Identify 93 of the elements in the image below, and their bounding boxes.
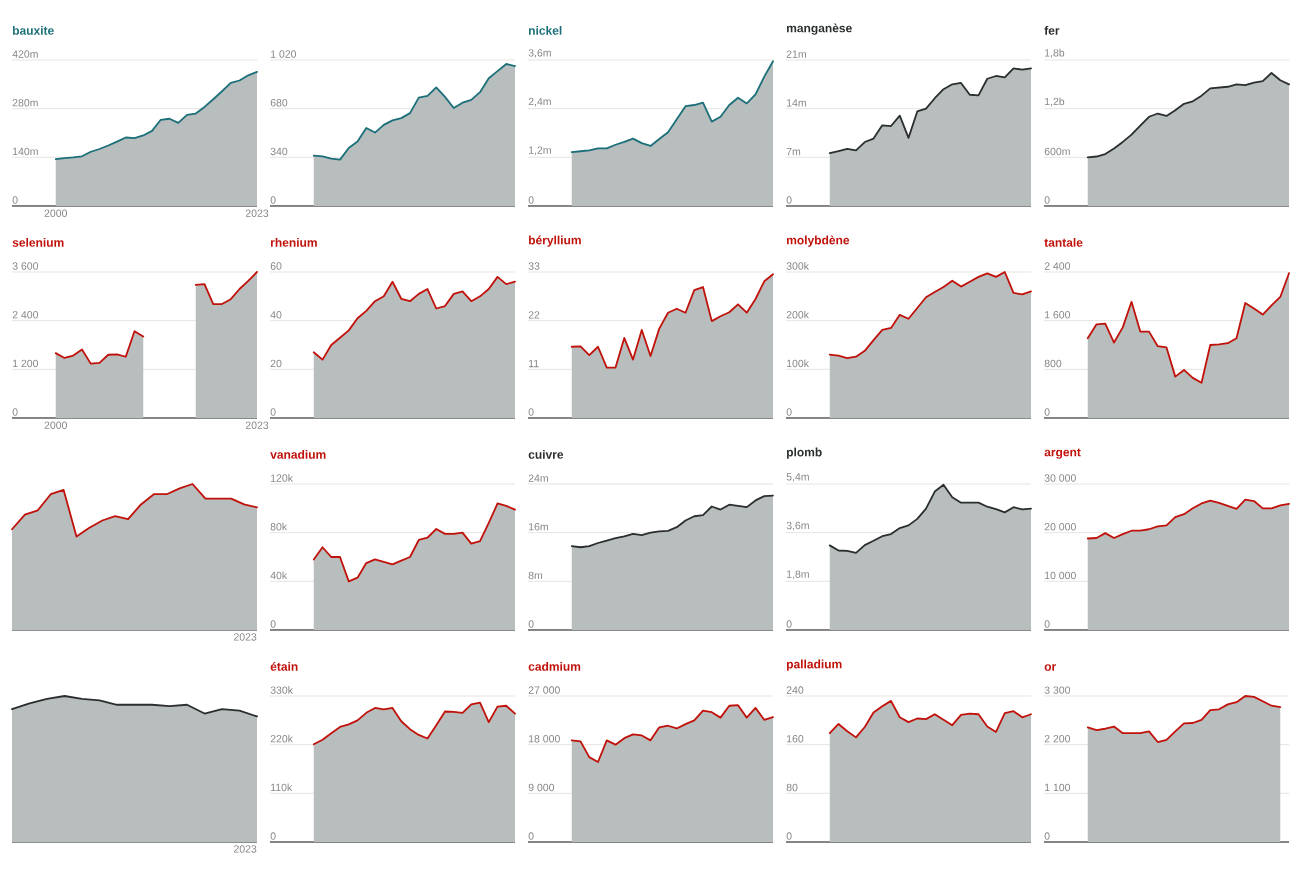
chart-title: plomb bbox=[786, 447, 822, 459]
chart-title: cadmium bbox=[528, 661, 581, 671]
y-tick-label: 20 bbox=[270, 359, 282, 368]
chart-title: cuivre bbox=[528, 449, 564, 459]
y-tick-label: 30 000 bbox=[1044, 474, 1076, 482]
y-tick-label: 0 bbox=[786, 832, 792, 840]
y-tick-label: 220k bbox=[270, 734, 293, 743]
y-tick-label: 3 300 bbox=[1044, 686, 1071, 694]
y-tick-label: 22 bbox=[528, 311, 540, 319]
y-tick-label: 3,6m bbox=[786, 521, 809, 531]
chart-title: tantale bbox=[1044, 237, 1083, 247]
y-tick-label: 340 bbox=[270, 147, 288, 156]
y-tick-label: 300k bbox=[786, 262, 809, 270]
y-tick-label: 2 200 bbox=[1044, 735, 1071, 743]
y-tick-label: 1 100 bbox=[1045, 783, 1071, 792]
y-tick-label: 0 bbox=[1044, 408, 1050, 416]
chart-title: manganèse bbox=[786, 23, 852, 35]
chart-title: palladium bbox=[786, 659, 842, 671]
y-tick-label: 60 bbox=[270, 262, 282, 270]
chart-title: argent bbox=[1044, 448, 1081, 459]
y-tick-label: 80 bbox=[786, 783, 798, 792]
y-tick-label: 1,2b bbox=[1045, 97, 1065, 107]
y-tick-label: 0 bbox=[270, 620, 276, 628]
y-tick-label: 5,4m bbox=[786, 473, 809, 482]
y-tick-label: 2 400 bbox=[1044, 262, 1071, 270]
y-tick-label: 0 bbox=[786, 408, 792, 416]
y-tick-label: 100k bbox=[787, 359, 809, 368]
text: 2023 bbox=[233, 633, 257, 641]
text: 2023 bbox=[233, 845, 257, 853]
y-tick-label: 10 000 bbox=[1045, 571, 1076, 580]
y-tick-label: 80k bbox=[270, 522, 288, 531]
chart-title: rhenium bbox=[270, 237, 317, 247]
y-tick-label: 0 bbox=[528, 196, 534, 204]
y-tick-label: 1 600 bbox=[1045, 311, 1071, 319]
y-tick-label: 600m bbox=[1044, 147, 1070, 156]
y-tick-label: 120k bbox=[271, 474, 293, 482]
y-tick-label: 0 bbox=[528, 408, 534, 416]
y-tick-label: 1,2m bbox=[529, 146, 551, 156]
chart-title: selenium bbox=[12, 237, 64, 247]
y-tick-label: 0 bbox=[270, 832, 276, 840]
x-tick-label: 2000 bbox=[44, 209, 68, 217]
y-tick-label: 1,8m bbox=[787, 570, 809, 580]
y-tick-label: 14m bbox=[787, 99, 806, 107]
chart-title: béryllium bbox=[528, 235, 581, 247]
y-tick-label: 0 bbox=[270, 408, 276, 416]
chart-title: étain bbox=[270, 661, 298, 671]
y-tick-label: 330k bbox=[270, 686, 293, 694]
y-tick-label: 11 bbox=[529, 359, 539, 368]
y-tick-label: 7m bbox=[786, 147, 801, 156]
y-tick-label: 20 000 bbox=[1044, 523, 1076, 531]
y-tick-label: 0 bbox=[270, 196, 276, 204]
x-tick-label: 2000 bbox=[44, 421, 68, 429]
chart-title: nickel bbox=[528, 25, 562, 35]
y-tick-label: 18 000 bbox=[529, 735, 560, 743]
y-tick-label: 420m bbox=[12, 50, 38, 58]
y-tick-label: 0 bbox=[12, 408, 18, 416]
y-tick-label: 8m bbox=[528, 571, 543, 580]
y-tick-label: 0 bbox=[1044, 620, 1050, 628]
y-tick-label: 1 020 bbox=[271, 50, 297, 58]
y-tick-label: 0 bbox=[786, 196, 792, 204]
chart-title: fer bbox=[1044, 25, 1060, 35]
y-tick-label: 1 200 bbox=[13, 359, 39, 368]
y-tick-label: 0 bbox=[528, 832, 534, 840]
y-tick-label: 0 bbox=[786, 620, 792, 628]
y-tick-label: 40k bbox=[270, 571, 288, 580]
y-tick-label: 110k bbox=[271, 783, 293, 792]
y-tick-label: 33 bbox=[528, 262, 540, 270]
y-tick-label: 200k bbox=[786, 310, 809, 319]
y-tick-label: 240 bbox=[786, 686, 804, 694]
y-tick-label: 0 bbox=[1044, 196, 1050, 204]
y-tick-label: 21m bbox=[786, 50, 806, 58]
y-tick-label: 3,6m bbox=[528, 49, 551, 58]
y-tick-label: 16m bbox=[529, 523, 548, 531]
y-tick-label: 800 bbox=[1044, 359, 1062, 368]
y-tick-label: 0 bbox=[528, 620, 534, 628]
y-tick-label: 280m bbox=[12, 99, 38, 107]
y-tick-label: 24m bbox=[528, 474, 548, 482]
y-tick-label: 140m bbox=[13, 147, 38, 156]
y-tick-label: 0 bbox=[12, 196, 18, 204]
chart-title: vanadium bbox=[270, 449, 326, 459]
y-tick-label: 1,8b bbox=[1045, 48, 1065, 58]
chart-title: bauxite bbox=[12, 25, 54, 35]
chart-title: or bbox=[1044, 664, 1057, 671]
y-tick-label: 3 600 bbox=[12, 262, 39, 270]
chart-title: molybdène bbox=[786, 235, 850, 247]
y-tick-label: 680 bbox=[270, 99, 288, 107]
y-tick-label: 9 000 bbox=[528, 783, 555, 792]
y-tick-label: 0 bbox=[1044, 832, 1050, 840]
y-tick-label: 40 bbox=[270, 311, 282, 319]
y-tick-label: 2,4m bbox=[528, 97, 551, 107]
y-tick-label: 27 000 bbox=[528, 686, 560, 694]
y-tick-label: 2 400 bbox=[12, 311, 39, 319]
y-tick-label: 160 bbox=[787, 735, 804, 743]
